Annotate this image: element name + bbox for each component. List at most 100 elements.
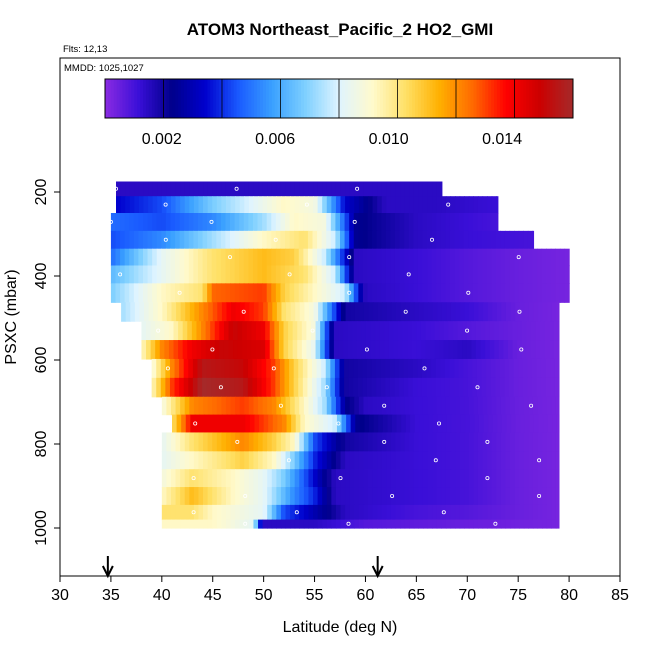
heatmap-cell: [312, 248, 318, 267]
heatmap-cell: [413, 230, 419, 250]
heatmap-cell: [372, 519, 378, 529]
heatmap-cell: [519, 302, 525, 322]
heatmap-cell: [202, 377, 208, 398]
date-label: MMDD: 1025,1027: [64, 63, 144, 74]
heatmap-cell: [160, 358, 166, 379]
sample-marker: [436, 421, 441, 426]
heatmap-cell: [454, 248, 460, 267]
heatmap-cell: [233, 340, 239, 360]
heatmap-cell: [377, 432, 383, 452]
heatmap-cell: [230, 283, 236, 303]
heatmap-cell: [249, 414, 256, 434]
sample-marker: [218, 385, 223, 390]
heatmap-cell: [477, 213, 483, 232]
heatmap-cell: [212, 487, 218, 506]
heatmap-cell: [257, 248, 263, 267]
heatmap-cell: [340, 265, 346, 284]
y-tick-label: 200: [33, 179, 50, 206]
heatmap-cell: [207, 432, 213, 452]
heatmap-cell: [175, 265, 181, 284]
heatmap-cell: [212, 196, 218, 214]
heatmap-cell: [445, 451, 452, 470]
colorbar-segment: [178, 79, 182, 118]
heatmap-cell: [395, 396, 401, 416]
heatmap-cell: [359, 414, 366, 434]
heatmap-cell: [293, 358, 299, 379]
heatmap-cell: [235, 432, 241, 452]
heatmap-cell: [395, 451, 401, 470]
heatmap-cell: [446, 302, 452, 322]
heatmap-cell: [349, 504, 355, 521]
heatmap-cell: [477, 504, 484, 521]
heatmap-cell: [198, 504, 204, 521]
heatmap-cell: [410, 414, 416, 434]
heatmap-cell: [258, 302, 264, 322]
heatmap-cell: [272, 302, 278, 322]
colorbar-segment: [546, 79, 551, 118]
heatmap-cell: [192, 377, 199, 398]
heatmap-cell: [364, 414, 370, 434]
heatmap-cell: [193, 519, 200, 529]
heatmap-cell: [129, 283, 135, 303]
heatmap-cell: [414, 302, 420, 322]
sample-marker: [287, 272, 292, 277]
x-tick-label: 30: [51, 587, 69, 604]
heatmap-cell: [454, 230, 460, 250]
heatmap-cell: [161, 265, 167, 284]
colorbar-segment: [330, 79, 334, 118]
heatmap-cell: [179, 358, 185, 379]
heatmap-cell: [413, 283, 419, 303]
heatmap-cell: [133, 230, 139, 250]
heatmap-cell: [526, 321, 532, 341]
heatmap-cell: [368, 196, 374, 214]
heatmap-cell: [449, 248, 456, 267]
heatmap-cell: [482, 487, 488, 506]
heatmap-cell: [276, 469, 282, 488]
heatmap-cell: [541, 265, 547, 284]
colorbar-segment: [397, 79, 401, 118]
heatmap-cell: [436, 432, 442, 452]
heatmap-cell: [267, 396, 273, 416]
heatmap-cell: [487, 487, 493, 506]
heatmap-cell: [266, 230, 272, 250]
heatmap-cell: [472, 213, 479, 232]
heatmap-cell: [326, 432, 332, 452]
heatmap-cell: [298, 265, 304, 284]
heatmap-cell: [486, 358, 492, 379]
heatmap-cell: [184, 181, 190, 197]
heatmap-cell: [395, 519, 401, 529]
heatmap-cell: [248, 432, 255, 452]
heatmap-cell: [409, 302, 415, 322]
heatmap-cell: [412, 358, 418, 379]
heatmap-cell: [129, 248, 135, 267]
heatmap-cell: [527, 377, 533, 398]
heatmap-cell: [223, 340, 230, 360]
heatmap-cell: [545, 358, 551, 379]
heatmap-cell: [496, 396, 502, 416]
heatmap-cell: [303, 487, 310, 506]
heatmap-cell: [312, 265, 318, 284]
colorbar-segment: [116, 79, 121, 118]
heatmap-cell: [372, 504, 378, 521]
heatmap-cell: [422, 396, 429, 416]
heatmap-cell: [523, 451, 529, 470]
heatmap-cell: [495, 358, 501, 379]
heatmap-cell: [138, 265, 144, 284]
heatmap-cell: [248, 248, 254, 267]
heatmap-cell: [233, 321, 239, 341]
heatmap-cell: [278, 321, 285, 341]
heatmap-cell: [404, 196, 410, 214]
heatmap-cell: [381, 432, 387, 452]
heatmap-cell: [326, 230, 332, 250]
heatmap-cell: [500, 487, 507, 506]
heatmap-cell: [390, 519, 397, 529]
heatmap-cell: [487, 432, 493, 452]
heatmap-cell: [193, 504, 200, 521]
heatmap-cell: [253, 451, 259, 470]
heatmap-cell: [405, 414, 411, 434]
heatmap-cell: [331, 181, 337, 197]
heatmap-cell: [434, 340, 440, 360]
heatmap-cell: [152, 230, 158, 250]
heatmap-cell: [261, 377, 267, 398]
heatmap-cell: [490, 377, 496, 398]
